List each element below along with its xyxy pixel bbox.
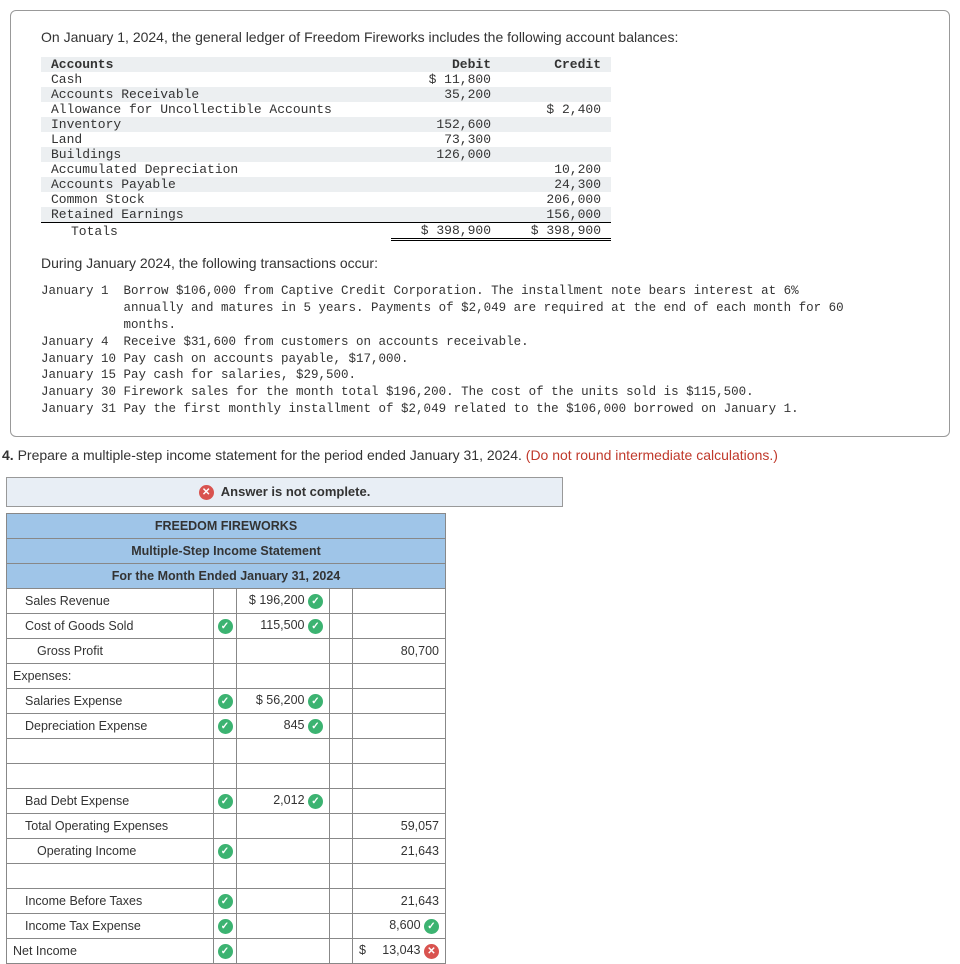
income-statement-table: FREEDOM FIREWORKS Multiple-Step Income S… [6, 513, 446, 964]
ledger-debit [391, 192, 501, 207]
ledger-account: Accounts Payable [41, 177, 391, 192]
ledger-credit [501, 147, 611, 162]
check-icon: ✓ [308, 619, 323, 634]
ledger-account: Land [41, 132, 391, 147]
ledger-debit: $ 11,800 [391, 72, 501, 87]
answer-status-banner: ✕ Answer is not complete. [6, 477, 563, 507]
stmt-title1: FREEDOM FIREWORKS [7, 514, 446, 539]
check-icon: ✓ [218, 694, 233, 709]
ledger-row: Allowance for Uncollectible Accounts $ 2,… [41, 102, 611, 117]
row-ibt: Income Before Taxes ✓ 21,643 [7, 889, 446, 914]
ledger-totals-debit: $ 398,900 [391, 223, 501, 240]
row-salaries-expense: Salaries Expense ✓ $ 56,200 ✓ [7, 689, 446, 714]
check-icon: ✓ [308, 594, 323, 609]
check-icon: ✓ [218, 919, 233, 934]
ledger-account: Inventory [41, 117, 391, 132]
ledger-row: Accounts Payable 24,300 [41, 177, 611, 192]
check-icon: ✓ [218, 794, 233, 809]
row-sales-revenue: Sales Revenue $ 196,200 ✓ [7, 589, 446, 614]
check-icon: ✓ [424, 919, 439, 934]
question-number: 4. [2, 447, 14, 463]
ledger-credit [501, 72, 611, 87]
check-icon: ✓ [218, 844, 233, 859]
ledger-header-debit: Debit [391, 57, 501, 72]
ledger-account: Retained Earnings [41, 207, 391, 223]
ledger-credit: $ 2,400 [501, 102, 611, 117]
ledger-debit: 126,000 [391, 147, 501, 162]
ledger-totals-credit: $ 398,900 [501, 223, 611, 240]
ledger-account: Allowance for Uncollectible Accounts [41, 102, 391, 117]
ledger-credit: 156,000 [501, 207, 611, 223]
row-cogs: Cost of Goods Sold ✓ 115,500 ✓ [7, 614, 446, 639]
row-gross-profit: Gross Profit 80,700 [7, 639, 446, 664]
ledger-debit: 73,300 [391, 132, 501, 147]
check-icon: ✓ [218, 894, 233, 909]
stmt-title3: For the Month Ended January 31, 2024 [7, 564, 446, 589]
ledger-row: Inventory152,600 [41, 117, 611, 132]
ledger-credit [501, 117, 611, 132]
row-blank3 [7, 864, 446, 889]
ledger-credit: 24,300 [501, 177, 611, 192]
ledger-table: Accounts Debit Credit Cash$ 11,800Accoun… [41, 57, 611, 241]
check-icon: ✓ [308, 794, 323, 809]
question-text: 4. Prepare a multiple-step income statem… [2, 447, 930, 463]
ledger-account: Accounts Receivable [41, 87, 391, 102]
row-net-income: Net Income ✓ $13,043 ✕ [7, 939, 446, 964]
row-blank1 [7, 739, 446, 764]
transactions-list: January 1 Borrow $106,000 from Captive C… [41, 283, 919, 418]
ledger-header-credit: Credit [501, 57, 611, 72]
problem-block: On January 1, 2024, the general ledger o… [10, 10, 950, 437]
row-bad-debt: Bad Debt Expense ✓ 2,012 ✓ [7, 789, 446, 814]
question-red: (Do not round intermediate calculations.… [526, 447, 778, 463]
check-icon: ✓ [218, 619, 233, 634]
ledger-row: Retained Earnings 156,000 [41, 207, 611, 223]
ledger-credit: 10,200 [501, 162, 611, 177]
ledger-credit [501, 132, 611, 147]
answer-status-text: Answer is not complete. [221, 484, 371, 499]
ledger-credit [501, 87, 611, 102]
ledger-account: Accumulated Depreciation [41, 162, 391, 177]
transactions-intro: During January 2024, the following trans… [41, 255, 919, 271]
check-icon: ✓ [218, 719, 233, 734]
intro-text: On January 1, 2024, the general ledger o… [41, 29, 919, 45]
row-tax: Income Tax Expense ✓ 8,600 ✓ [7, 914, 446, 939]
x-icon: ✕ [424, 944, 439, 959]
row-blank2 [7, 764, 446, 789]
ledger-account: Buildings [41, 147, 391, 162]
question-body: Prepare a multiple-step income statement… [18, 447, 526, 463]
ledger-debit [391, 207, 501, 223]
ledger-debit [391, 162, 501, 177]
ledger-debit: 152,600 [391, 117, 501, 132]
row-total-op-exp: Total Operating Expenses 59,057 [7, 814, 446, 839]
ledger-row: Buildings126,000 [41, 147, 611, 162]
ledger-row: Accounts Receivable35,200 [41, 87, 611, 102]
ledger-row: Common Stock 206,000 [41, 192, 611, 207]
ledger-account: Common Stock [41, 192, 391, 207]
ledger-debit [391, 102, 501, 117]
ledger-row: Accumulated Depreciation 10,200 [41, 162, 611, 177]
stmt-title2: Multiple-Step Income Statement [7, 539, 446, 564]
check-icon: ✓ [308, 694, 323, 709]
row-operating-income: Operating Income ✓ 21,643 [7, 839, 446, 864]
ledger-debit: 35,200 [391, 87, 501, 102]
ledger-credit: 206,000 [501, 192, 611, 207]
check-icon: ✓ [308, 719, 323, 734]
row-expenses-header: Expenses: [7, 664, 446, 689]
ledger-header-accounts: Accounts [41, 57, 391, 72]
row-depr-expense: Depreciation Expense ✓ 845 ✓ [7, 714, 446, 739]
x-icon: ✕ [199, 485, 214, 500]
ledger-totals-label: Totals [41, 223, 391, 240]
ledger-account: Cash [41, 72, 391, 87]
ledger-row: Cash$ 11,800 [41, 72, 611, 87]
ledger-debit [391, 177, 501, 192]
ledger-row: Land73,300 [41, 132, 611, 147]
check-icon: ✓ [218, 944, 233, 959]
